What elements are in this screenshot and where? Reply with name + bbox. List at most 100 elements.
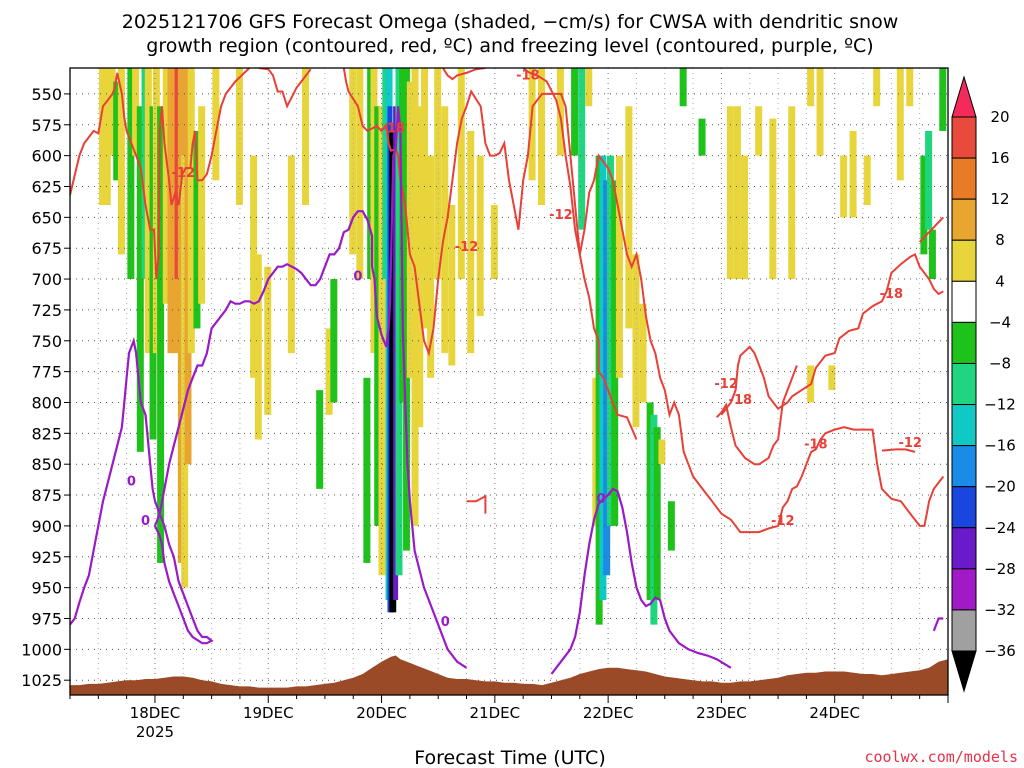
colorbar-label-6: −8: [989, 354, 1011, 372]
omega-band-68: [595, 155, 603, 625]
omega-band-98: [896, 68, 904, 181]
x-tick-label-3: 21DEC: [470, 704, 521, 722]
dgz-contour-5: [522, 68, 638, 440]
omega-band-29: [302, 68, 310, 206]
colorbar-label-4: 4: [995, 272, 1005, 290]
y-tick-label-13: 875: [31, 486, 62, 505]
y-tick-label-19: 1025: [21, 671, 62, 690]
terrain: [70, 655, 948, 695]
omega-band-53: [427, 155, 435, 378]
colorbar-label-3: 8: [995, 231, 1005, 249]
contour-label-5: -12: [714, 377, 738, 392]
omega-band-33: [349, 68, 357, 255]
colorbar-box-9: [951, 486, 977, 529]
omega-band-59: [476, 155, 484, 317]
colorbar-label-1: 16: [990, 149, 1009, 167]
omega-band-23: [212, 68, 220, 181]
omega-band-58: [467, 130, 475, 354]
omega-band-88: [769, 118, 777, 280]
omega-band-82: [679, 68, 687, 107]
dgz-contour-6: [720, 253, 944, 416]
omega-band-0: [99, 68, 107, 206]
colorbar-box-1: [951, 157, 977, 200]
omega-band-56: [448, 205, 456, 366]
omega-band-93: [828, 365, 836, 391]
y-tick-label-3: 625: [31, 177, 62, 196]
y-tick-label-15: 925: [31, 548, 62, 567]
gridlines: [70, 68, 948, 695]
omega-band-85: [733, 106, 741, 280]
omega-band-26: [254, 254, 262, 440]
y-tick-label-11: 825: [31, 424, 62, 443]
omega-band-60: [490, 205, 498, 280]
x-tick-label-1: 19DEC: [243, 704, 294, 722]
omega-band-65: [578, 68, 586, 230]
contour-label-11: 0: [353, 270, 362, 285]
colorbar-label-9: −20: [984, 478, 1016, 496]
omega-band-34: [356, 68, 364, 280]
plot-frame: [69, 67, 949, 696]
x-tick-label-2: 20DEC: [356, 704, 407, 722]
dgz-contour-2: [342, 68, 945, 534]
y-tick-label-1: 575: [31, 116, 62, 135]
colorbar-label-13: −36: [984, 642, 1016, 660]
colorbar-box-2: [951, 198, 977, 241]
omega-band-81: [667, 501, 675, 551]
dgz-contour-3: [466, 494, 487, 514]
y-tick-label-14: 900: [31, 517, 62, 536]
omega-band-72: [611, 180, 619, 526]
omega-band-62: [538, 68, 546, 206]
contour-label-0: -12: [172, 166, 196, 181]
y-tick-label-4: 650: [31, 208, 62, 227]
contour-label-13: 0: [141, 514, 150, 529]
colorbar-box-0: [951, 116, 977, 159]
omega-band-48: [403, 68, 411, 551]
omega-band-51: [416, 106, 424, 428]
omega-band-63: [556, 68, 564, 156]
x-tick-label-6: 24DEC: [809, 704, 860, 722]
y-tick-label-16: 950: [31, 579, 62, 598]
chart-title-line-2: growth region (contoured, red, ºC) and f…: [146, 35, 873, 57]
colorbar-label-2: 12: [990, 190, 1009, 208]
y-tick-label-5: 675: [31, 239, 62, 258]
omega-band-80: [658, 439, 666, 465]
omega-band-90: [807, 68, 815, 107]
dgz-contour-4: [442, 68, 486, 81]
colorbar-box-4: [951, 280, 977, 323]
omega-band-75: [632, 254, 640, 428]
y-axis-ticks: 550 575 600 625 650 675 700 725 750 775 800 825 850 8…: [21, 85, 70, 690]
y-tick-label-0: 550: [31, 85, 62, 104]
colorbar-box-12: [951, 609, 977, 652]
omega-band-1: [103, 68, 111, 206]
x-tick-label-0: 18DEC: [130, 704, 181, 722]
colorbar-label-12: −32: [984, 601, 1016, 619]
colorbar-label-11: −28: [984, 560, 1016, 578]
omega-band-30: [316, 390, 324, 489]
omega-band-70: [603, 180, 611, 576]
colorbar-label-7: −12: [984, 396, 1016, 414]
omega-band-57: [457, 68, 465, 280]
terrain-area: [70, 655, 948, 695]
omega-band-101: [925, 130, 933, 230]
colorbar-box-7: [951, 404, 977, 447]
omega-band-77: [646, 402, 654, 600]
contour-label-8: -12: [771, 514, 795, 529]
omega-band-5: [127, 68, 135, 280]
omega-band-13: [162, 68, 170, 304]
dendritic-growth-contours: [70, 68, 945, 534]
contour-label-1: -12: [455, 240, 479, 255]
freezing-contour-0: [70, 106, 468, 669]
chart-title: 2025121706 GFS Forecast Omega (shaded, −…: [122, 11, 898, 57]
contour-label-15: 0: [597, 492, 606, 507]
contour-label-6: -18: [729, 393, 753, 408]
freezing-level-contours: [70, 106, 944, 675]
credit-text: coolwx.com/models: [864, 748, 1018, 766]
y-tick-label-18: 1000: [21, 640, 62, 659]
omega-band-66: [585, 68, 593, 107]
x-tick-label-5: 23DEC: [696, 704, 747, 722]
omega-band-28: [287, 155, 295, 354]
omega-band-22: [198, 106, 206, 304]
omega-band-86: [741, 155, 749, 280]
